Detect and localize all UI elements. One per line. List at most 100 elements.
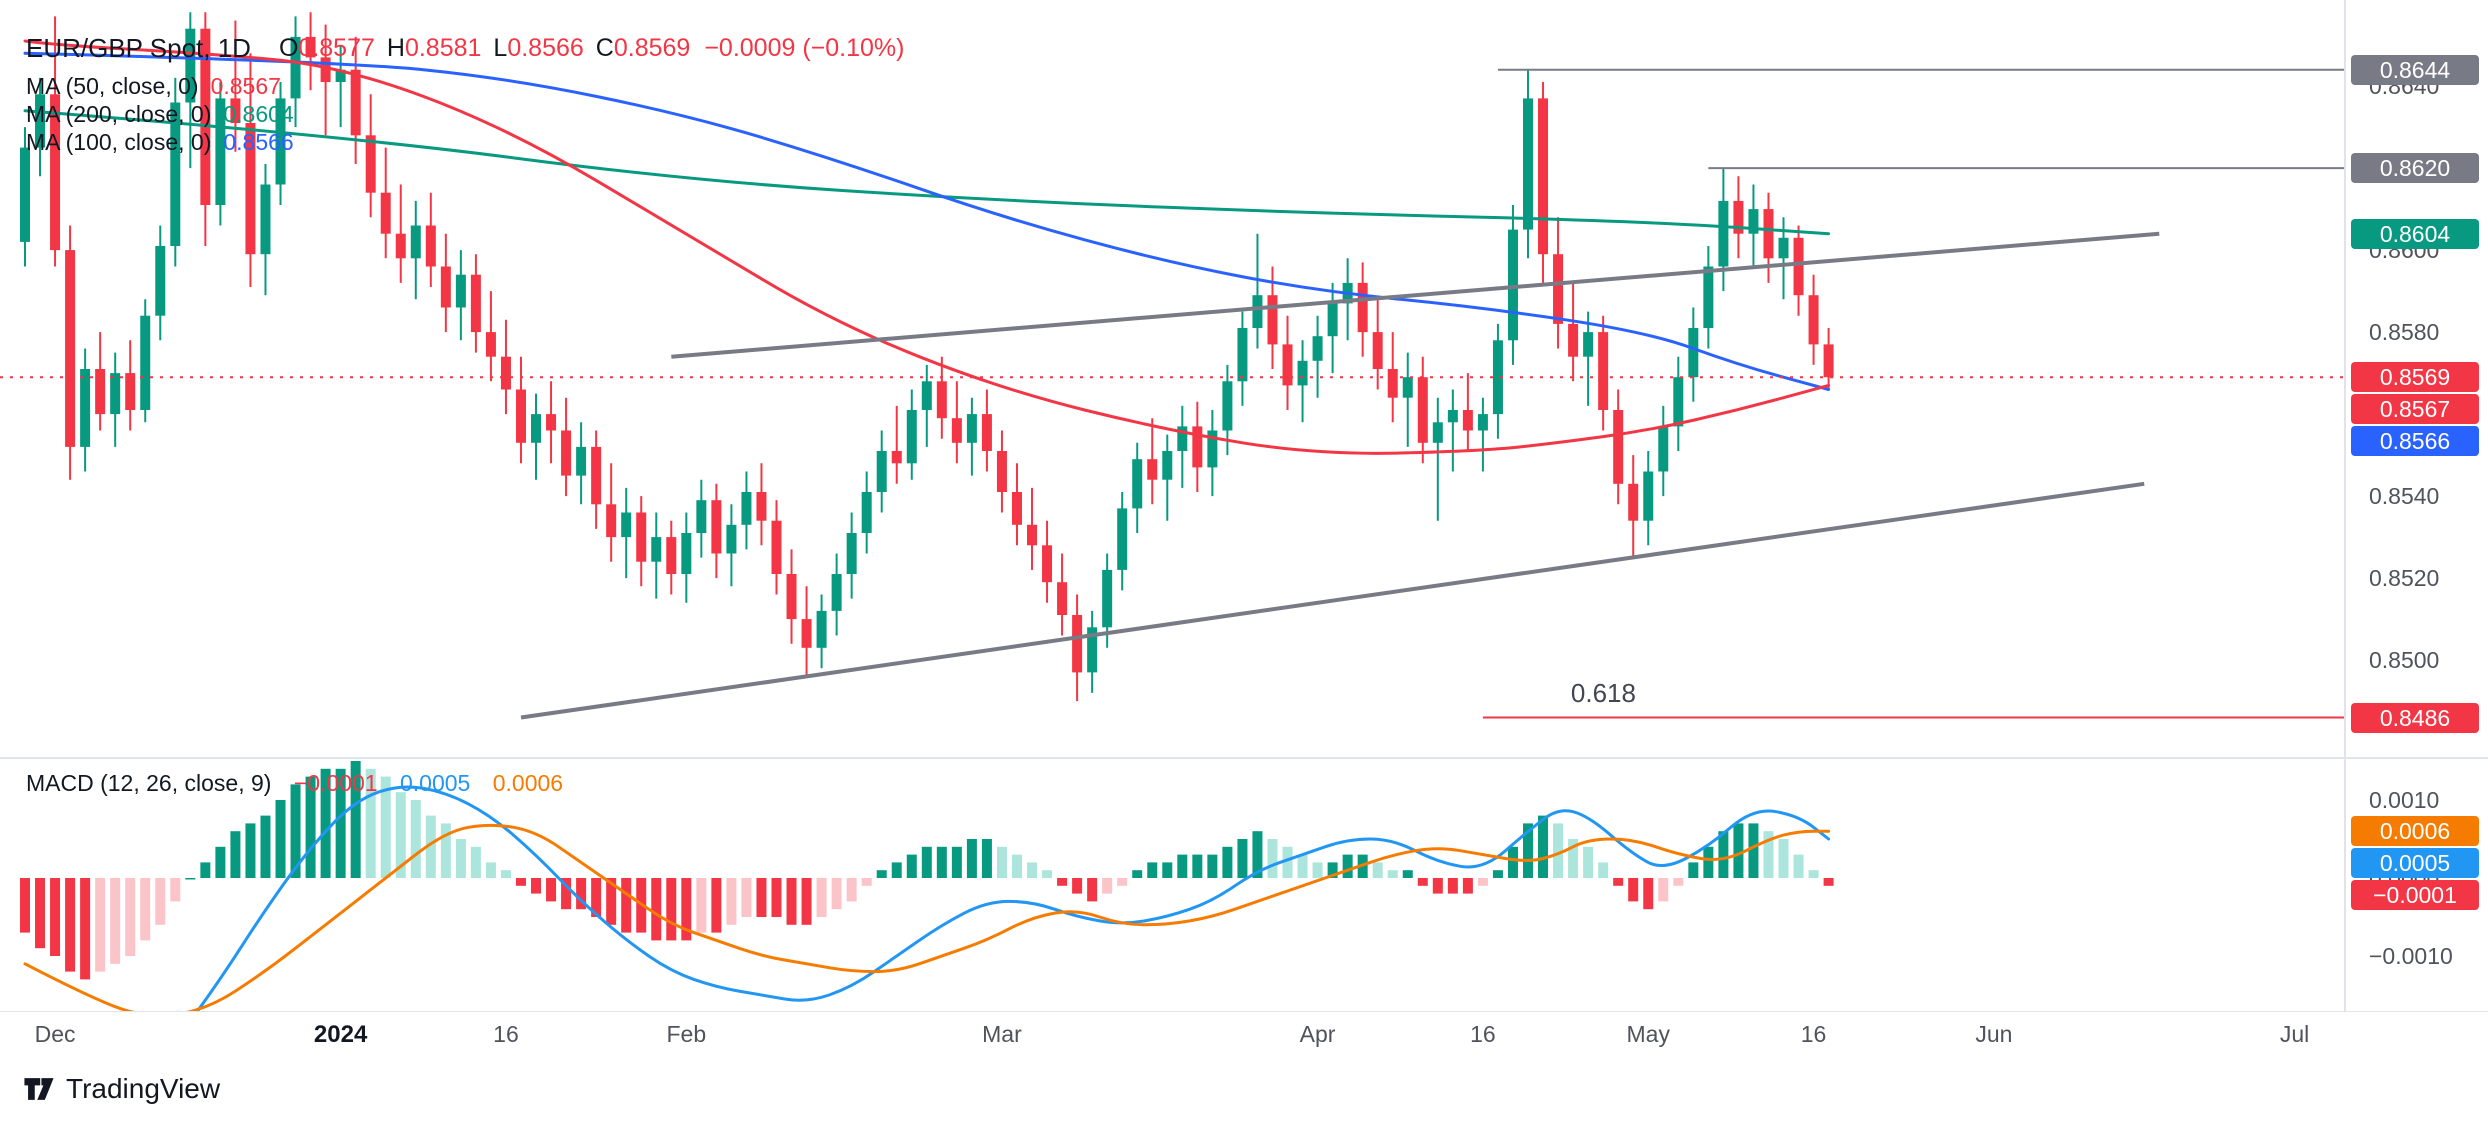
candle-body	[1357, 282, 1368, 333]
macd-histogram-bar	[1613, 878, 1624, 886]
ohlc-low-value: 0.8566	[507, 33, 584, 62]
macd-histogram-bar	[275, 800, 286, 878]
time-tick: Feb	[666, 1021, 707, 1047]
candle-body	[185, 28, 196, 103]
main-pane[interactable]	[20, 12, 2345, 720]
macd-histogram-bar	[1432, 878, 1443, 894]
candle-body	[50, 94, 61, 251]
candle-body	[380, 192, 391, 234]
macd-histogram-bar	[921, 846, 932, 878]
macd-hist-value: −0.0001	[293, 770, 378, 796]
candle-body	[1763, 209, 1774, 259]
candle-body	[200, 28, 211, 206]
ohlc-open-value: 0.8577	[298, 33, 375, 62]
candle-body	[125, 373, 136, 410]
macd-histogram-bar	[1718, 831, 1729, 878]
ma100-legend-row[interactable]: MA (100, close, 0) 0.8566	[26, 128, 904, 156]
candle-body	[1778, 237, 1789, 259]
candle-body	[1432, 422, 1443, 443]
ma200-legend-row[interactable]: MA (200, close, 0) 0.8604	[26, 100, 904, 128]
candle-body	[1297, 360, 1308, 386]
candle-body	[1658, 426, 1669, 472]
macd-histogram-bar	[20, 878, 30, 933]
fib-level-label[interactable]: 0.618	[1570, 677, 1636, 708]
candle-body	[1733, 200, 1744, 234]
candle-body	[440, 266, 451, 308]
symbol-row[interactable]: EUR/GBP Spot, 1D O 0.8577 H 0.8581 L 0.8566…	[26, 30, 904, 66]
candle-body	[1162, 451, 1173, 480]
candle-body	[20, 147, 30, 242]
time-axis[interactable]: Dec 2024 16 Feb Mar Apr 16 May 16 Jun Jul	[0, 1012, 2488, 1060]
ohlc-close-label: C	[595, 33, 614, 62]
price-axis[interactable]: 0.86400.86200.86000.85800.85600.85400.85…	[2345, 0, 2488, 1012]
macd-histogram-bar	[1282, 846, 1293, 878]
time-tick: Dec	[34, 1021, 76, 1047]
trendline[interactable]	[671, 231, 2160, 359]
ohlc-low-label: L	[493, 33, 508, 62]
candle-body	[1447, 410, 1458, 423]
macd-histogram-bar	[1327, 862, 1338, 878]
price-tick: 0.8500	[2369, 647, 2440, 674]
candle-body	[576, 446, 587, 476]
candle-body	[681, 533, 692, 574]
macd-histogram-bar	[786, 878, 797, 925]
candle-body	[711, 500, 722, 554]
price-badge: 0.8567	[2351, 394, 2479, 425]
candle-body	[290, 36, 301, 99]
macd-histogram-bar	[290, 784, 301, 878]
ma200-label: MA (200, close, 0)	[26, 101, 212, 127]
candle-body	[561, 430, 572, 476]
macd-histogram-bar	[1057, 878, 1068, 886]
candle-body	[1192, 426, 1203, 468]
macd-histogram-bar	[80, 878, 91, 980]
candle-body	[1538, 98, 1549, 255]
macd-histogram-bar	[185, 878, 196, 880]
macd-histogram-bar	[1688, 862, 1699, 878]
macd-histogram-bar	[1492, 870, 1503, 878]
ohlc-open-label: O	[278, 33, 299, 62]
candle-body	[1808, 295, 1819, 345]
candle-body	[1222, 381, 1233, 431]
macd-signal-value: 0.0006	[492, 770, 564, 796]
candle-body	[816, 610, 827, 648]
candle-body	[936, 381, 947, 419]
trendline[interactable]	[520, 481, 2145, 720]
candle-body	[1462, 410, 1473, 431]
macd-histogram-bar	[335, 768, 346, 878]
macd-histogram-bar	[1207, 854, 1218, 878]
tradingview-watermark[interactable]: TradingView	[22, 1072, 220, 1106]
macd-histogram-bar	[200, 862, 211, 878]
macd-histogram-layer	[20, 761, 1834, 980]
macd-legend-row[interactable]: MACD (12, 26, close, 9) −0.0001 0.0005 0…	[26, 768, 563, 798]
macd-histogram-bar	[320, 768, 331, 878]
macd-pane[interactable]	[20, 761, 1834, 1086]
candle-body	[245, 123, 256, 255]
macd-histogram-bar	[425, 815, 436, 878]
macd-histogram-bar	[546, 878, 557, 902]
price-badge: 0.8644	[2351, 54, 2479, 85]
price-badge: 0.8569	[2351, 362, 2479, 393]
macd-histogram-bar	[1823, 878, 1834, 886]
candle-body	[636, 512, 647, 562]
macd-histogram-bar	[170, 878, 181, 902]
candle-body	[771, 520, 782, 574]
candle-body	[1628, 483, 1639, 521]
macd-histogram-bar	[741, 878, 752, 917]
candle-body	[666, 537, 677, 574]
macd-histogram-bar	[1297, 854, 1308, 878]
candle-body	[1027, 524, 1038, 546]
time-tick: 16	[1470, 1021, 1496, 1047]
ma200-value: 0.8604	[223, 101, 294, 127]
macd-histogram-bar	[1507, 846, 1518, 878]
macd-histogram-bar	[1598, 862, 1609, 878]
candle-body	[470, 274, 481, 333]
candle-body	[1282, 344, 1293, 386]
macd-histogram-bar	[455, 839, 466, 878]
macd-histogram-bar	[981, 839, 992, 878]
candle-body	[1011, 492, 1022, 525]
ma50-legend-row[interactable]: MA (50, close, 0) 0.8567	[26, 72, 904, 100]
candle-body	[1793, 237, 1804, 296]
macd-histogram-bar	[50, 878, 61, 956]
macd-histogram-bar	[1763, 831, 1774, 878]
